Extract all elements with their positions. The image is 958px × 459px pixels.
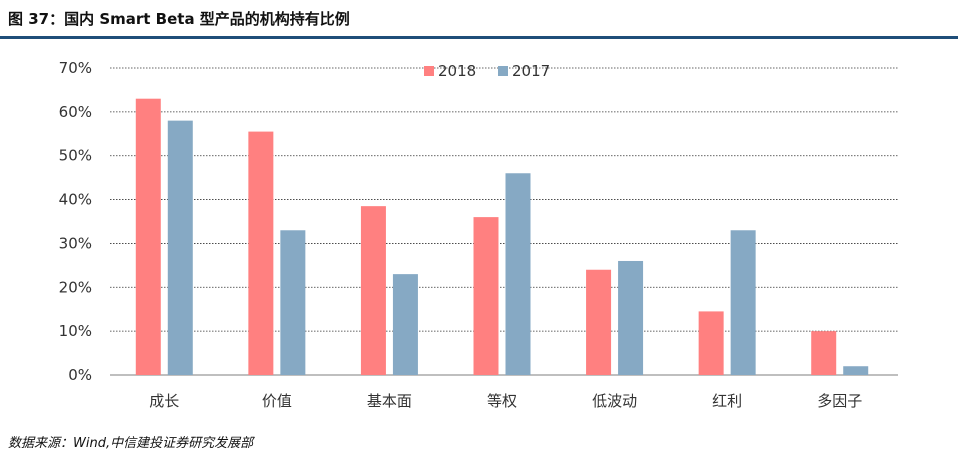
y-tick-label: 10% xyxy=(59,322,92,340)
legend-swatch-2018 xyxy=(424,66,434,76)
legend-label-2018: 2018 xyxy=(438,62,476,80)
bar-2018-0 xyxy=(135,98,161,375)
bar-2018-1 xyxy=(248,131,274,375)
grid-lines xyxy=(110,67,898,376)
x-tick-label: 成长 xyxy=(149,392,179,410)
y-tick-label: 20% xyxy=(59,278,92,296)
source-note: 数据来源：Wind,中信建投证券研究发展部 xyxy=(8,436,254,451)
legend: 2018 2017 xyxy=(424,62,550,80)
bars xyxy=(135,98,869,375)
legend-label-2017: 2017 xyxy=(512,62,550,80)
y-tick-label: 50% xyxy=(59,147,92,165)
bar-2017-4 xyxy=(618,260,644,375)
bar-2017-2 xyxy=(392,274,418,375)
bar-2017-3 xyxy=(505,173,531,375)
bar-chart: 0% 10% 20% 30% 40% 50% 60% 70% 成长 价值 基本面 等权 低波动 红利 多因… xyxy=(59,59,898,410)
x-tick-label: 价值 xyxy=(262,392,292,410)
y-tick-label: 30% xyxy=(59,234,92,252)
x-tick-label: 低波动 xyxy=(592,392,637,410)
bar-2018-4 xyxy=(586,269,612,375)
bar-2017-0 xyxy=(167,120,193,375)
y-tick-label: 40% xyxy=(59,191,92,209)
bar-2018-6 xyxy=(811,331,837,375)
bar-2018-2 xyxy=(360,206,386,375)
x-tick-label: 等权 xyxy=(487,392,517,410)
bar-2018-3 xyxy=(473,217,499,375)
x-tick-label: 基本面 xyxy=(367,392,412,410)
figure-title: 图 37：国内 Smart Beta 型产品的机构持有比例 xyxy=(8,10,350,28)
legend-swatch-2017 xyxy=(498,66,508,76)
title-rule xyxy=(0,36,958,39)
bar-2017-1 xyxy=(280,230,306,375)
x-tick-label: 多因子 xyxy=(817,392,862,410)
x-axis-ticks: 成长 价值 基本面 等权 低波动 红利 多因子 xyxy=(149,392,862,410)
bar-2017-6 xyxy=(843,366,869,375)
y-axis-ticks: 0% 10% 20% 30% 40% 50% 60% 70% xyxy=(59,59,92,384)
bar-2018-5 xyxy=(698,311,724,375)
y-tick-label: 60% xyxy=(59,103,92,121)
y-tick-label: 0% xyxy=(68,366,92,384)
x-tick-label: 红利 xyxy=(712,392,742,410)
bar-2017-5 xyxy=(730,230,756,375)
y-tick-label: 70% xyxy=(59,59,92,77)
